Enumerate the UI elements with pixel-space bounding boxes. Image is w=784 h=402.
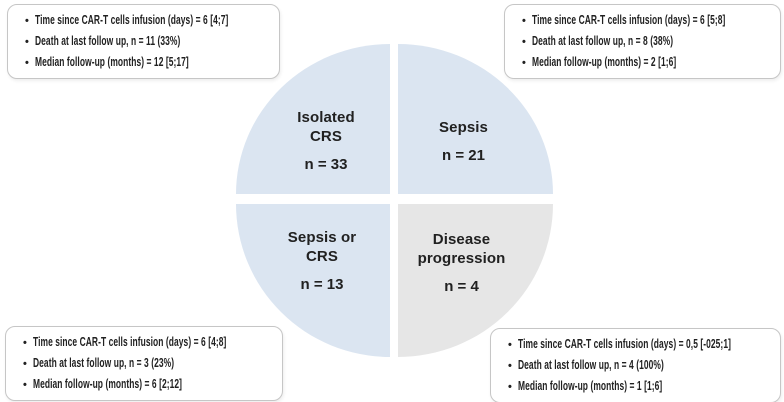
bullet-icon: • — [25, 36, 29, 48]
bullet-text: Median follow-up (months) = 2 [1;6] — [532, 54, 677, 69]
bullet-text: Death at last follow up, n = 11 (33%) — [35, 33, 181, 48]
bullet-item: • Median follow-up (months) = 12 [5;17] — [8, 52, 273, 73]
bullet-item: • Time since CAR-T cells infusion (days)… — [8, 10, 273, 31]
bullet-item: • Time since CAR-T cells infusion (days)… — [6, 332, 276, 353]
quadrant-label: Isolated CRS — [297, 109, 355, 145]
quadrant-n-value: n = 33 — [304, 156, 348, 173]
callout-bottom-left: • Time since CAR-T cells infusion (days)… — [5, 326, 283, 401]
bullet-item: • Death at last follow up, n = 4 (100%) — [491, 355, 774, 376]
bullet-item: • Death at last follow up, n = 11 (33%) — [8, 31, 273, 52]
bullet-item: • Death at last follow up, n = 8 (38%) — [505, 31, 774, 52]
bullet-icon: • — [508, 381, 512, 393]
quadrant-content: Sepsis n = 21 — [439, 118, 488, 165]
quadrant-label: Sepsis — [439, 118, 488, 136]
bullet-icon: • — [522, 15, 526, 27]
bullet-icon: • — [522, 57, 526, 69]
callout-bottom-right: • Time since CAR-T cells infusion (days)… — [490, 328, 781, 402]
bullet-text: Median follow-up (months) = 6 [2;12] — [33, 376, 183, 391]
bullet-icon: • — [25, 15, 29, 27]
quadrant-label: Disease progression — [417, 230, 506, 267]
bullet-text: Median follow-up (months) = 12 [5;17] — [35, 54, 189, 69]
bullet-text: Time since CAR-T cells infusion (days) =… — [33, 334, 227, 349]
bullet-item: • Median follow-up (months) = 6 [2;12] — [6, 374, 276, 395]
bullet-text: Time since CAR-T cells infusion (days) =… — [35, 12, 229, 27]
quadrant-label: Sepsis or CRS — [287, 228, 357, 265]
bullet-item: • Median follow-up (months) = 2 [1;6] — [505, 52, 774, 73]
bullet-item: • Median follow-up (months) = 1 [1;6] — [491, 376, 774, 397]
callout-top-left: • Time since CAR-T cells infusion (days)… — [7, 4, 280, 79]
bullet-text: Death at last follow up, n = 3 (23%) — [33, 355, 175, 370]
bullet-icon: • — [25, 57, 29, 69]
quadrant-content: Isolated CRS n = 33 — [297, 108, 354, 174]
quadrant-n-value: n = 13 — [300, 275, 344, 293]
bullet-icon: • — [522, 36, 526, 48]
callout-top-right: • Time since CAR-T cells infusion (days)… — [504, 4, 781, 79]
quadrant-n-value: n = 4 — [444, 277, 479, 295]
bullet-icon: • — [508, 339, 512, 351]
quadrant-n-value: n = 21 — [442, 146, 485, 164]
quadrant-content: Disease progression n = 4 — [418, 230, 506, 296]
bullet-item: • Death at last follow up, n = 3 (23%) — [6, 353, 276, 374]
quadrant-sepsis-or-crs: Sepsis or CRS n = 13 — [236, 204, 390, 357]
bullet-text: Death at last follow up, n = 4 (100%) — [518, 357, 664, 372]
bullet-text: Time since CAR-T cells infusion (days) =… — [532, 12, 726, 27]
bullet-text: Death at last follow up, n = 8 (38%) — [532, 33, 674, 48]
bullet-text: Median follow-up (months) = 1 [1;6] — [518, 378, 663, 393]
bullet-icon: • — [23, 379, 27, 391]
bullet-icon: • — [508, 360, 512, 372]
bullet-icon: • — [23, 358, 27, 370]
quadrant-chart: Isolated CRS n = 33 Sepsis n = 21 Sepsis… — [236, 44, 553, 357]
bullet-icon: • — [23, 337, 27, 349]
bullet-item: • Time since CAR-T cells infusion (days)… — [505, 10, 774, 31]
bullet-item: • Time since CAR-T cells infusion (days)… — [491, 334, 774, 355]
bullet-text: Time since CAR-T cells infusion (days) =… — [518, 336, 731, 351]
quadrant-content: Sepsis or CRS n = 13 — [288, 228, 356, 294]
